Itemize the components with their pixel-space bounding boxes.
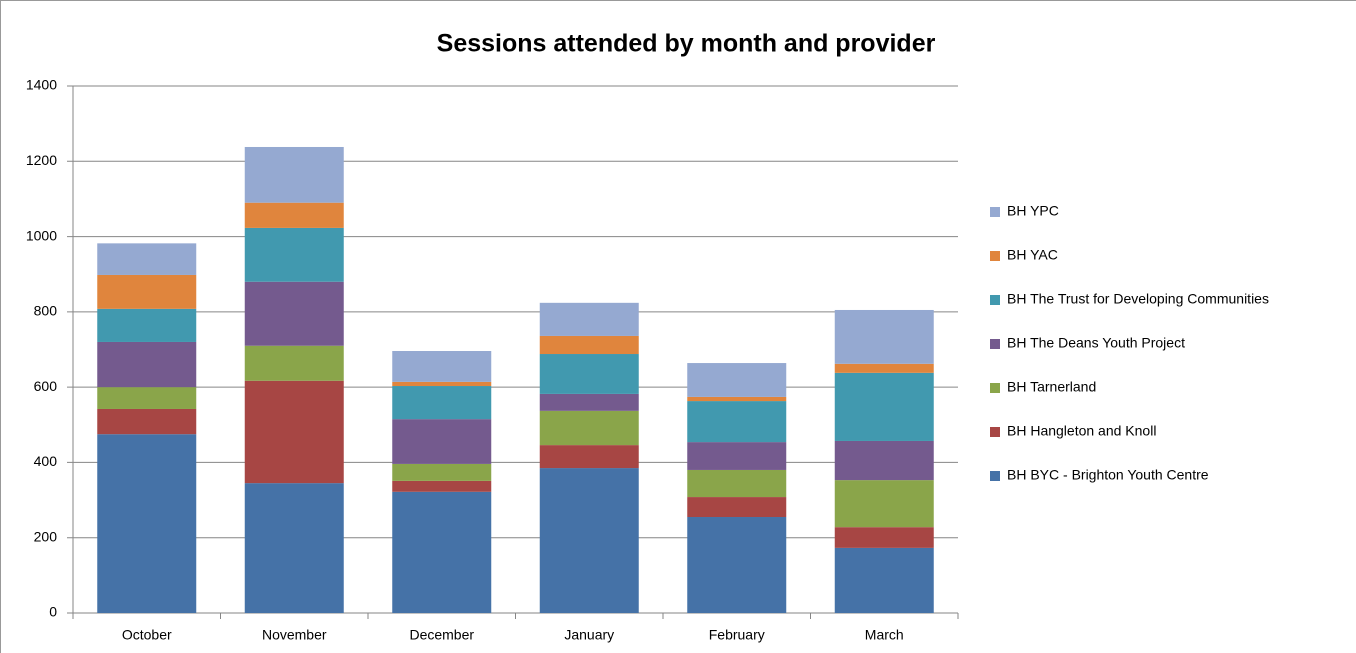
x-tick-label: January: [564, 627, 614, 643]
bar-segment: [244, 202, 344, 228]
bar-segment: [244, 380, 344, 484]
y-tick-label: 200: [34, 528, 58, 544]
x-tick-label: November: [262, 627, 327, 643]
legend-label: BH The Trust for Developing Communities: [1007, 291, 1269, 307]
bar-segment: [687, 396, 787, 402]
bar-segment: [687, 469, 787, 498]
legend-swatch: [990, 471, 1000, 481]
bar-segment: [539, 410, 639, 446]
bar-segment: [244, 227, 344, 282]
bar-segment: [539, 468, 639, 613]
bar-segment: [392, 480, 492, 492]
bar-segment: [97, 274, 197, 309]
y-tick-label: 600: [34, 378, 58, 394]
bar-segment: [687, 497, 787, 518]
bar-segment: [834, 372, 934, 441]
legend-label: BH Tarnerland: [1007, 379, 1096, 395]
bar-segment: [834, 527, 934, 548]
bar-segment: [687, 517, 787, 613]
bar-segment: [834, 480, 934, 528]
bar-segment: [244, 146, 344, 203]
bar-segment: [244, 483, 344, 613]
bar-segment: [392, 351, 492, 382]
x-tick-label: February: [709, 627, 765, 643]
bar-segment: [244, 281, 344, 346]
bar-segment: [834, 440, 934, 481]
bar-segment: [392, 463, 492, 481]
bar-segment: [97, 308, 197, 342]
legend-swatch: [990, 207, 1000, 217]
legend-label: BH Hangleton and Knoll: [1007, 423, 1156, 439]
bar-segment: [687, 401, 787, 443]
bar-segment: [834, 309, 934, 364]
legend-swatch: [990, 295, 1000, 305]
legend-swatch: [990, 383, 1000, 393]
bar-segment: [97, 387, 197, 409]
legend-swatch: [990, 427, 1000, 437]
x-tick-label: March: [865, 627, 904, 643]
y-tick-label: 1000: [26, 227, 57, 243]
x-tick-label: December: [409, 627, 474, 643]
bar-segment: [392, 386, 492, 420]
y-tick-label: 0: [49, 604, 57, 620]
bar-segment: [687, 442, 787, 470]
legend-label: BH BYC - Brighton Youth Centre: [1007, 467, 1209, 483]
x-tick-label: October: [122, 627, 172, 643]
bar-segment: [834, 547, 934, 613]
y-tick-label: 400: [34, 453, 58, 469]
y-tick-label: 800: [34, 303, 58, 319]
legend-label: BH YPC: [1007, 203, 1059, 219]
legend-swatch: [990, 251, 1000, 261]
bar-segment: [539, 302, 639, 336]
legend-label: BH The Deans Youth Project: [1007, 335, 1185, 351]
bar-segment: [539, 335, 639, 355]
chart-title: Sessions attended by month and provider: [437, 30, 936, 58]
legend-swatch: [990, 339, 1000, 349]
y-tick-label: 1400: [26, 77, 57, 93]
bar-segment: [392, 491, 492, 613]
y-tick-label: 1200: [26, 152, 57, 168]
bar-segment: [392, 381, 492, 387]
bar-segment: [834, 363, 934, 373]
bar-segment: [97, 243, 197, 275]
bar-segment: [539, 393, 639, 411]
bar-segment: [539, 354, 639, 394]
legend-label: BH YAC: [1007, 247, 1058, 263]
bar-segment: [97, 434, 197, 613]
bar-segment: [97, 341, 197, 388]
bar-segment: [687, 363, 787, 397]
bar-segment: [539, 445, 639, 469]
bar-segment: [244, 345, 344, 381]
bar-segment: [392, 419, 492, 464]
bar-segment: [97, 408, 197, 435]
